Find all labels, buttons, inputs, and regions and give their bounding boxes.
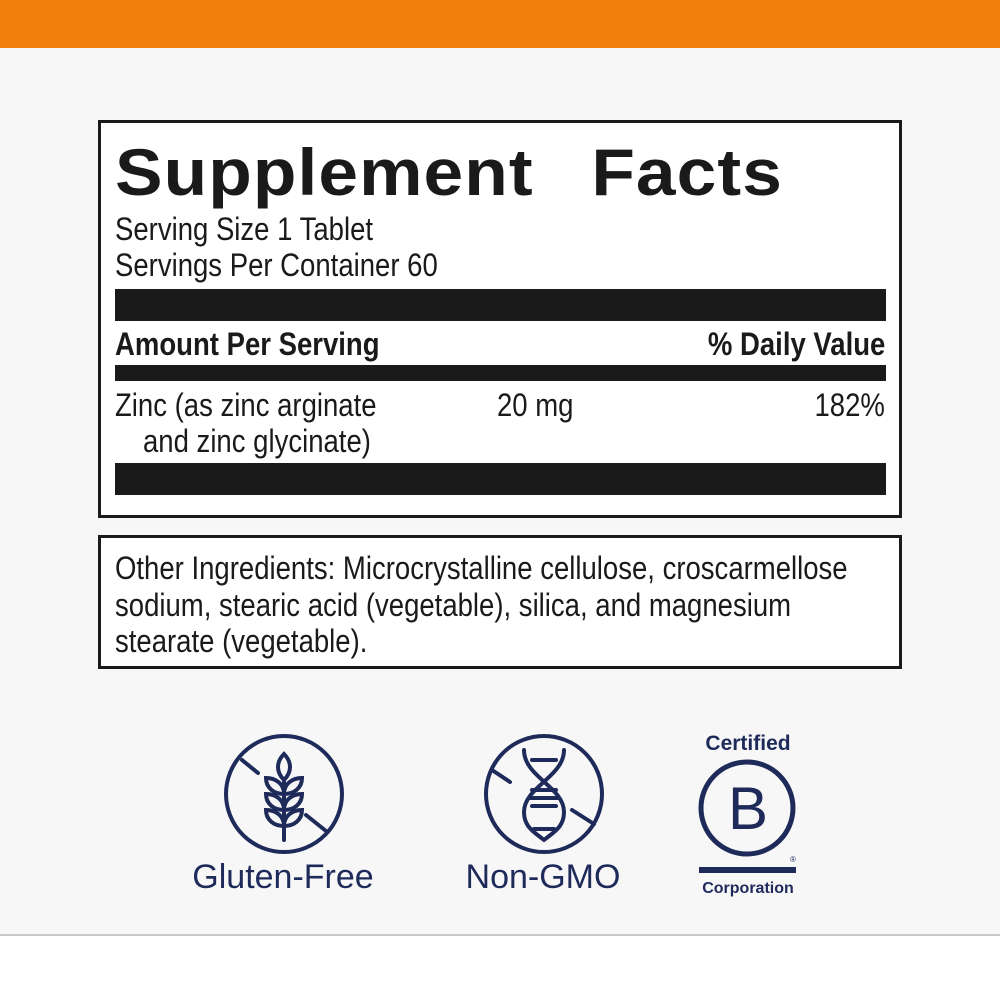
b-corp-rule — [699, 867, 796, 873]
registered-mark: ® — [790, 855, 796, 864]
divider-thick — [115, 289, 886, 321]
dna-crossed-icon — [484, 734, 604, 854]
amount-per-serving-header: Amount Per Serving — [115, 326, 380, 362]
b-corp-circle-icon — [698, 759, 796, 857]
b-corp-certified-text: Certified — [705, 732, 791, 755]
divider-thick-bottom — [115, 463, 886, 495]
nutrient-daily-value: 182% — [814, 387, 885, 423]
nutrient-name: Zinc (as zinc arginate — [115, 387, 377, 423]
other-ingredients-line: sodium, stearic acid (vegetable), silica… — [115, 587, 792, 623]
divider-medium — [115, 365, 886, 381]
other-ingredients-line: Other Ingredients: Microcrystalline cell… — [115, 550, 848, 586]
top-accent-bar — [0, 0, 1000, 48]
wheat-crossed-icon — [224, 734, 344, 854]
supplement-facts-panel: Supplement Facts Serving Size 1 Tablet S… — [98, 120, 902, 518]
b-corp-letter: B — [727, 775, 769, 842]
non-gmo-label: Non-GMO — [465, 858, 621, 896]
serving-size: Serving Size 1 Tablet — [115, 211, 374, 247]
nutrient-name-cont: and zinc glycinate) — [143, 423, 371, 459]
other-ingredients-panel: Other Ingredients: Microcrystalline cell… — [98, 535, 902, 669]
nutrient-amount: 20 mg — [497, 387, 574, 423]
daily-value-header: % Daily Value — [707, 326, 885, 362]
servings-per-container: Servings Per Container 60 — [115, 247, 438, 283]
gluten-free-label: Gluten-Free — [192, 858, 374, 896]
other-ingredients-line: stearate (vegetable). — [115, 623, 368, 659]
facts-title: Supplement Facts — [115, 135, 783, 209]
b-corp-corporation-text: Corporation — [702, 880, 794, 897]
